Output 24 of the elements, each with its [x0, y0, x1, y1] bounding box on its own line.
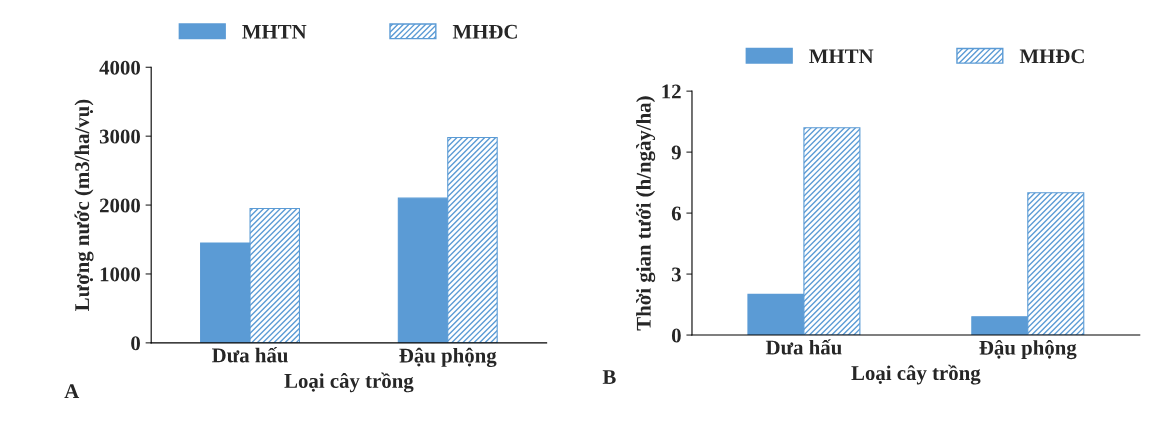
x-axis-title: Loại cây trồng [284, 372, 414, 393]
y-tick-label: 1000 [100, 267, 140, 282]
y-axis-title: Thời gian tưới (h/ngày/ha) [636, 96, 656, 331]
y-tick-label: 12 [662, 84, 681, 99]
y-tick-label: 3 [671, 267, 681, 282]
x-tick-label: Đậu phộng [399, 347, 497, 368]
y-axis-title: Lượng nước (m3/ha/vụ) [74, 99, 94, 311]
y-tick-label: 0 [671, 328, 681, 343]
x-tick-label: Dưa hấu [212, 347, 288, 363]
text: A [64, 384, 80, 398]
y-tick-label: 0 [131, 336, 140, 351]
y-tick-label: 2000 [99, 198, 140, 213]
legend-label: MHĐC [452, 24, 517, 39]
y-tick-label: 6 [671, 206, 681, 221]
legend-label: MHTN [809, 49, 874, 64]
x-axis-title: Loại cây trồng [851, 364, 981, 385]
legend-label: MHTN [242, 24, 307, 39]
text: B [602, 370, 616, 384]
x-tick-label: Đậu phộng [979, 339, 1077, 360]
y-tick-label: 3000 [99, 129, 140, 144]
y-tick-label: 9 [671, 145, 681, 160]
y-tick-label: 4000 [99, 60, 140, 75]
legend-label: MHĐC [1019, 49, 1084, 64]
x-tick-label: Dưa hấu [765, 339, 842, 355]
